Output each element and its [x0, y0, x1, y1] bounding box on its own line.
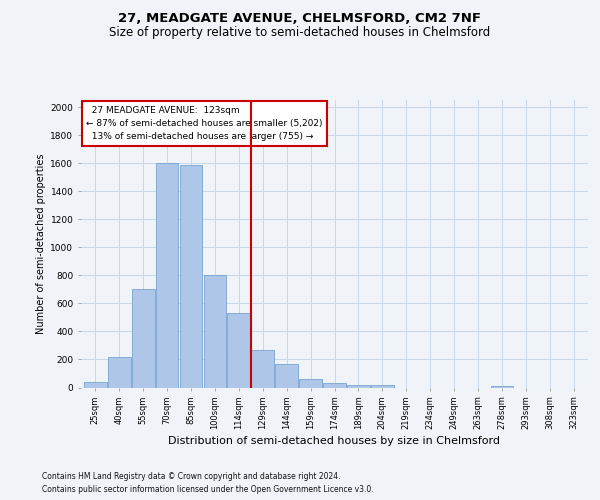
- Bar: [371, 386, 394, 388]
- Text: 27, MEADGATE AVENUE, CHELMSFORD, CM2 7NF: 27, MEADGATE AVENUE, CHELMSFORD, CM2 7NF: [119, 12, 482, 26]
- Bar: [179, 164, 202, 388]
- Y-axis label: Number of semi-detached properties: Number of semi-detached properties: [36, 154, 46, 334]
- Bar: [227, 313, 250, 388]
- Bar: [108, 358, 131, 388]
- Text: 27 MEADGATE AVENUE:  123sqm
← 87% of semi-detached houses are smaller (5,202)
  : 27 MEADGATE AVENUE: 123sqm ← 87% of semi…: [86, 106, 323, 141]
- Text: Contains HM Land Registry data © Crown copyright and database right 2024.: Contains HM Land Registry data © Crown c…: [42, 472, 341, 481]
- Bar: [491, 386, 513, 388]
- Text: Contains public sector information licensed under the Open Government Licence v3: Contains public sector information licen…: [42, 485, 374, 494]
- Bar: [251, 350, 274, 388]
- Bar: [299, 379, 322, 388]
- Bar: [275, 364, 298, 388]
- Bar: [84, 382, 107, 388]
- Bar: [323, 384, 346, 388]
- Bar: [132, 290, 155, 388]
- Bar: [203, 276, 226, 388]
- Bar: [347, 384, 370, 388]
- Bar: [156, 163, 178, 388]
- X-axis label: Distribution of semi-detached houses by size in Chelmsford: Distribution of semi-detached houses by …: [169, 436, 500, 446]
- Text: Size of property relative to semi-detached houses in Chelmsford: Size of property relative to semi-detach…: [109, 26, 491, 39]
